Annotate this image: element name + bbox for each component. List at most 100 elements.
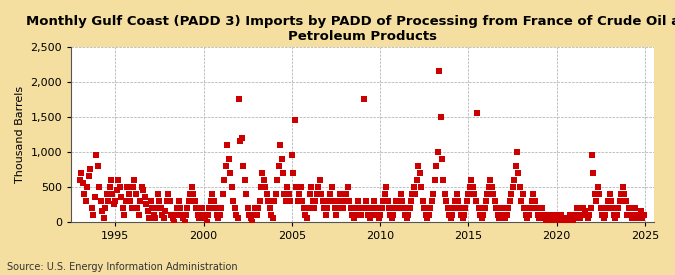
Point <box>160 209 171 213</box>
Point <box>563 216 574 221</box>
Point <box>588 170 599 175</box>
Point <box>387 216 398 221</box>
Point <box>132 205 143 210</box>
Point <box>192 213 203 217</box>
Point <box>484 185 495 189</box>
Point <box>610 216 621 221</box>
Point <box>498 213 509 217</box>
Point <box>351 205 362 210</box>
Point <box>550 213 561 217</box>
Point <box>557 216 568 221</box>
Point <box>362 205 373 210</box>
Point <box>275 143 286 147</box>
Point <box>388 213 399 217</box>
Point <box>597 213 608 217</box>
Point <box>232 216 243 221</box>
Point <box>306 185 317 189</box>
Point <box>206 199 217 203</box>
Point <box>372 213 383 217</box>
Point <box>614 199 625 203</box>
Point <box>503 205 514 210</box>
Point <box>110 199 121 203</box>
Point <box>446 216 456 221</box>
Point <box>297 199 308 203</box>
Point <box>462 199 472 203</box>
Point <box>429 178 440 182</box>
Point <box>456 213 466 217</box>
Point <box>506 192 516 196</box>
Point <box>512 150 522 154</box>
Point <box>522 216 533 221</box>
Point <box>460 205 471 210</box>
Point <box>319 205 329 210</box>
Point <box>207 192 218 196</box>
Point <box>135 199 146 203</box>
Point <box>481 199 491 203</box>
Point <box>78 181 88 185</box>
Point <box>348 216 359 221</box>
Point <box>344 199 354 203</box>
Point <box>265 205 275 210</box>
Point <box>247 219 258 224</box>
Point <box>325 192 335 196</box>
Point <box>198 213 209 217</box>
Point <box>91 153 102 158</box>
Point <box>241 192 252 196</box>
Point <box>291 185 302 189</box>
Point <box>285 199 296 203</box>
Point <box>422 216 433 221</box>
Point <box>153 192 163 196</box>
Point <box>292 199 303 203</box>
Point <box>326 185 337 189</box>
Point <box>469 192 480 196</box>
Point <box>347 213 358 217</box>
Point <box>473 205 484 210</box>
Point <box>580 213 591 217</box>
Point <box>600 213 611 217</box>
Point <box>213 216 223 221</box>
Point <box>381 185 392 189</box>
Point <box>630 213 641 217</box>
Point <box>604 192 615 196</box>
Point <box>497 205 508 210</box>
Point <box>513 170 524 175</box>
Point <box>217 192 228 196</box>
Point <box>201 219 212 224</box>
Point <box>518 192 529 196</box>
Point <box>101 192 112 196</box>
Point <box>466 178 477 182</box>
Point <box>583 216 593 221</box>
Point <box>507 185 518 189</box>
Point <box>98 216 109 221</box>
Point <box>120 199 131 203</box>
Point <box>541 219 552 224</box>
Point <box>579 209 590 213</box>
Point <box>450 199 460 203</box>
Point <box>435 115 446 119</box>
Point <box>406 199 416 203</box>
Point <box>538 213 549 217</box>
Y-axis label: Thousand Barrels: Thousand Barrels <box>15 86 25 183</box>
Point <box>138 188 148 192</box>
Point <box>464 185 475 189</box>
Point <box>585 205 596 210</box>
Point <box>277 170 288 175</box>
Point <box>447 213 458 217</box>
Point <box>176 213 187 217</box>
Point <box>612 213 622 217</box>
Point <box>128 185 138 189</box>
Point <box>488 192 499 196</box>
Point <box>470 199 481 203</box>
Point <box>307 199 318 203</box>
Point <box>482 192 493 196</box>
Point <box>79 192 90 196</box>
Point <box>333 199 344 203</box>
Point <box>504 199 515 203</box>
Point <box>551 216 562 221</box>
Point <box>500 216 510 221</box>
Point <box>539 216 550 221</box>
Point <box>572 205 583 210</box>
Point <box>573 213 584 217</box>
Point <box>442 205 453 210</box>
Point <box>408 185 419 189</box>
